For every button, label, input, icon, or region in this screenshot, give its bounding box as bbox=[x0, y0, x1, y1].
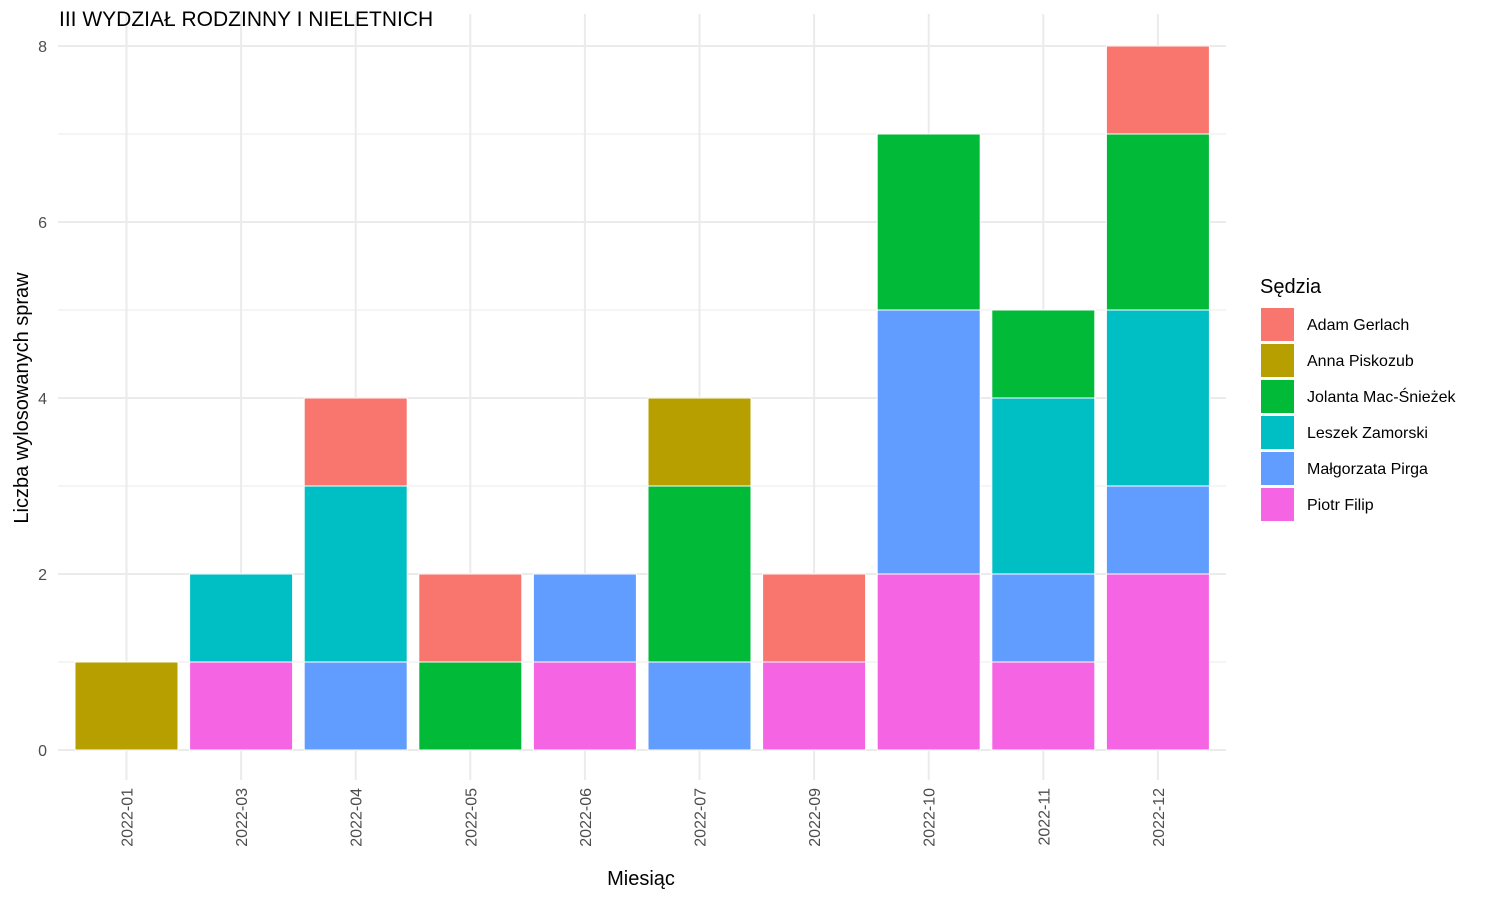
y-axis-title: Liczba wylosowanych spraw bbox=[11, 272, 33, 524]
bar-segment bbox=[762, 661, 867, 751]
bar-segment bbox=[189, 661, 294, 751]
bar-segment bbox=[647, 485, 752, 663]
legend-items: Adam Gerlach Anna Piskozub Jolanta Mac-Śni… bbox=[1261, 308, 1457, 521]
legend-label: Adam Gerlach bbox=[1307, 317, 1409, 334]
y-tick-label: 0 bbox=[38, 743, 47, 760]
bar-segment bbox=[418, 573, 523, 663]
bar-segment bbox=[876, 133, 981, 311]
bar-segment bbox=[1105, 309, 1210, 487]
bar-segment bbox=[991, 397, 1096, 575]
x-tick-label: 2022-10 bbox=[922, 788, 939, 847]
bar-segment bbox=[1105, 133, 1210, 311]
x-tick-label: 2022-07 bbox=[693, 788, 710, 847]
bar-segment bbox=[647, 397, 752, 487]
bar-segment bbox=[876, 309, 981, 575]
x-tick-label: 2022-03 bbox=[234, 788, 251, 847]
legend-label: Piotr Filip bbox=[1307, 497, 1374, 514]
bar-segment bbox=[303, 397, 408, 487]
chart-title: III WYDZIAŁ RODZINNY I NIELETNICH bbox=[59, 8, 433, 31]
bar-segment bbox=[532, 573, 637, 663]
bar-segment bbox=[1105, 45, 1210, 135]
bar-segment bbox=[1105, 573, 1210, 751]
legend-label: Jolanta Mac-Śnieżek bbox=[1307, 387, 1457, 406]
x-tick-label: 2022-06 bbox=[578, 788, 595, 847]
bar-segment bbox=[762, 573, 867, 663]
bar-segment bbox=[303, 661, 408, 751]
bar-segment bbox=[189, 573, 294, 663]
bar-segment bbox=[991, 661, 1096, 751]
bar-segment bbox=[876, 573, 981, 751]
bar-stacks bbox=[74, 45, 1210, 751]
legend: Sędzia Adam Gerlach Anna Piskozub Jolanta … bbox=[1260, 276, 1457, 521]
legend-title: Sędzia bbox=[1260, 276, 1322, 298]
y-tick-label: 2 bbox=[38, 567, 47, 584]
x-axis-title: Miesiąc bbox=[607, 868, 675, 890]
bar-segment bbox=[418, 661, 523, 751]
legend-label: Leszek Zamorski bbox=[1307, 425, 1428, 442]
y-tick-label: 4 bbox=[38, 391, 47, 408]
y-tick-label: 8 bbox=[38, 39, 47, 56]
bar-segment bbox=[303, 485, 408, 663]
y-tick-label: 6 bbox=[38, 215, 47, 232]
legend-swatch bbox=[1261, 344, 1294, 377]
bar-segment bbox=[1105, 485, 1210, 575]
bar-segment bbox=[532, 661, 637, 751]
legend-swatch bbox=[1261, 380, 1294, 413]
x-tick-label: 2022-11 bbox=[1036, 788, 1053, 846]
legend-label: Małgorzata Pirga bbox=[1307, 461, 1428, 478]
legend-swatch bbox=[1261, 488, 1294, 521]
bar-segment bbox=[991, 309, 1096, 399]
x-axis-tick-labels: 2022-01 2022-03 2022-04 2022-05 2022-06 2022-… bbox=[120, 788, 1168, 847]
legend-label: Anna Piskozub bbox=[1307, 353, 1414, 370]
legend-swatch bbox=[1261, 416, 1294, 449]
bar-segment bbox=[74, 661, 179, 751]
x-tick-label: 2022-04 bbox=[349, 788, 366, 847]
legend-swatch bbox=[1261, 452, 1294, 485]
legend-swatch bbox=[1261, 308, 1294, 341]
x-tick-label: 2022-09 bbox=[807, 788, 824, 847]
bar-segment bbox=[647, 661, 752, 751]
bar-segment bbox=[991, 573, 1096, 663]
x-tick-label: 2022-05 bbox=[463, 788, 480, 847]
x-tick-label: 2022-01 bbox=[120, 788, 137, 847]
y-axis-tick-labels: 0 2 4 6 8 bbox=[38, 39, 47, 760]
x-tick-label: 2022-12 bbox=[1151, 788, 1168, 847]
